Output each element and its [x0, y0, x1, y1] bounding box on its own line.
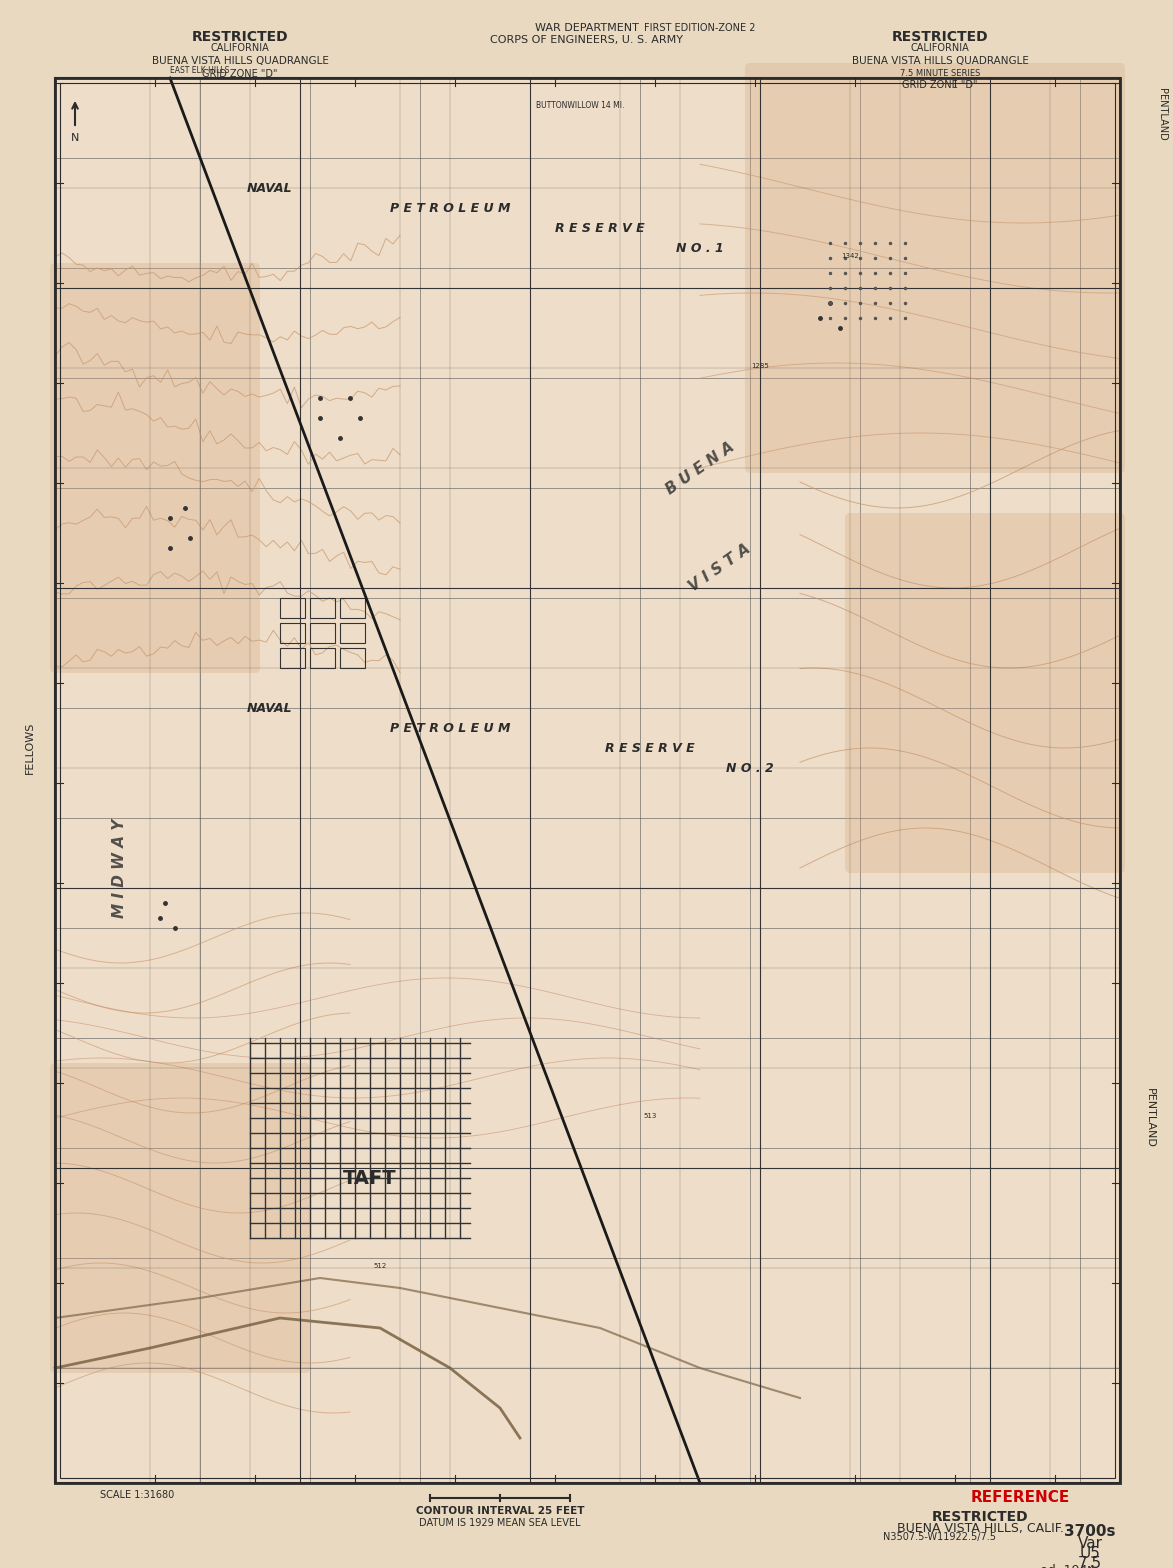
Text: DATUM IS 1929 MEAN SEA LEVEL: DATUM IS 1929 MEAN SEA LEVEL	[419, 1518, 581, 1527]
Text: P E T R O L E U M: P E T R O L E U M	[389, 721, 510, 734]
Text: V I S T A: V I S T A	[686, 541, 753, 594]
Bar	[60, 83, 1116, 1479]
Text: CORPS OF ENGINEERS, U. S. ARMY: CORPS OF ENGINEERS, U. S. ARMY	[490, 34, 684, 45]
Text: REFERENCE: REFERENCE	[970, 1490, 1070, 1505]
Text: BUENA VISTA HILLS QUADRANGLE: BUENA VISTA HILLS QUADRANGLE	[151, 56, 328, 66]
Text: BUENA VISTA HILLS QUADRANGLE: BUENA VISTA HILLS QUADRANGLE	[852, 56, 1029, 66]
Text: NAVAL: NAVAL	[248, 701, 293, 715]
Text: U5: U5	[1079, 1546, 1100, 1562]
Text: N3507.5-W11922.5/7.5: N3507.5-W11922.5/7.5	[883, 1532, 997, 1541]
Text: NAVAL: NAVAL	[248, 182, 293, 194]
Text: 7.5: 7.5	[1078, 1555, 1103, 1568]
Bar	[310, 622, 335, 643]
Text: M I D W A Y: M I D W A Y	[113, 818, 128, 917]
Bar	[310, 597, 335, 618]
Text: B U E N A: B U E N A	[663, 439, 737, 497]
FancyBboxPatch shape	[50, 1063, 310, 1374]
Text: N O . 2: N O . 2	[726, 762, 774, 775]
Text: P E T R O L E U M: P E T R O L E U M	[389, 202, 510, 215]
Text: WAR DEPARTMENT: WAR DEPARTMENT	[535, 24, 639, 33]
Text: R E S E R V E: R E S E R V E	[605, 742, 694, 754]
FancyBboxPatch shape	[745, 63, 1125, 474]
Text: 513: 513	[643, 1113, 657, 1120]
Bar	[340, 622, 365, 643]
Text: RESTRICTED: RESTRICTED	[191, 30, 289, 44]
Text: PENTLAND: PENTLAND	[1145, 1088, 1155, 1148]
Text: RESTRICTED: RESTRICTED	[931, 1510, 1029, 1524]
Text: RESTRICTED: RESTRICTED	[891, 30, 989, 44]
Text: N O . 1: N O . 1	[676, 241, 724, 254]
Bar	[280, 622, 305, 643]
Bar	[310, 648, 335, 668]
Bar	[280, 648, 305, 668]
Text: FIRST EDITION-ZONE 2: FIRST EDITION-ZONE 2	[644, 24, 755, 33]
Text: 3700s: 3700s	[1064, 1524, 1116, 1540]
Text: EAST ELK HILLS: EAST ELK HILLS	[170, 66, 230, 75]
Text: FELLOWS: FELLOWS	[25, 721, 35, 775]
Text: TAFT: TAFT	[344, 1168, 396, 1187]
Bar	[55, 78, 1120, 1483]
Text: 7.5 MINUTE SERIES: 7.5 MINUTE SERIES	[900, 69, 981, 78]
Text: CALIFORNIA: CALIFORNIA	[211, 42, 270, 53]
Text: ed. 1944: ed. 1944	[1040, 1563, 1096, 1568]
Text: N: N	[70, 133, 80, 143]
Text: SCALE 1:31680: SCALE 1:31680	[100, 1490, 175, 1501]
Text: BUENA VISTA HILLS, CALIF.: BUENA VISTA HILLS, CALIF.	[896, 1523, 1064, 1535]
Text: CALIFORNIA: CALIFORNIA	[910, 42, 969, 53]
Text: Var: Var	[1078, 1537, 1103, 1551]
FancyBboxPatch shape	[845, 513, 1125, 873]
Text: R E S E R V E: R E S E R V E	[555, 221, 645, 235]
Text: 512: 512	[373, 1262, 387, 1269]
Text: CONTOUR INTERVAL 25 FEET: CONTOUR INTERVAL 25 FEET	[415, 1505, 584, 1516]
Bar	[280, 597, 305, 618]
Text: 1342: 1342	[841, 252, 859, 259]
Bar	[340, 597, 365, 618]
Text: GRID ZONE "D": GRID ZONE "D"	[202, 69, 278, 78]
Text: GRID ZONE "D": GRID ZONE "D"	[902, 80, 978, 89]
Text: BUTTONWILLOW 14 MI.: BUTTONWILLOW 14 MI.	[536, 100, 624, 110]
Bar	[340, 648, 365, 668]
Text: PENTLAND: PENTLAND	[1157, 88, 1167, 141]
FancyBboxPatch shape	[50, 263, 260, 673]
Text: 1285: 1285	[751, 364, 768, 368]
Bar	[55, 78, 1120, 1483]
